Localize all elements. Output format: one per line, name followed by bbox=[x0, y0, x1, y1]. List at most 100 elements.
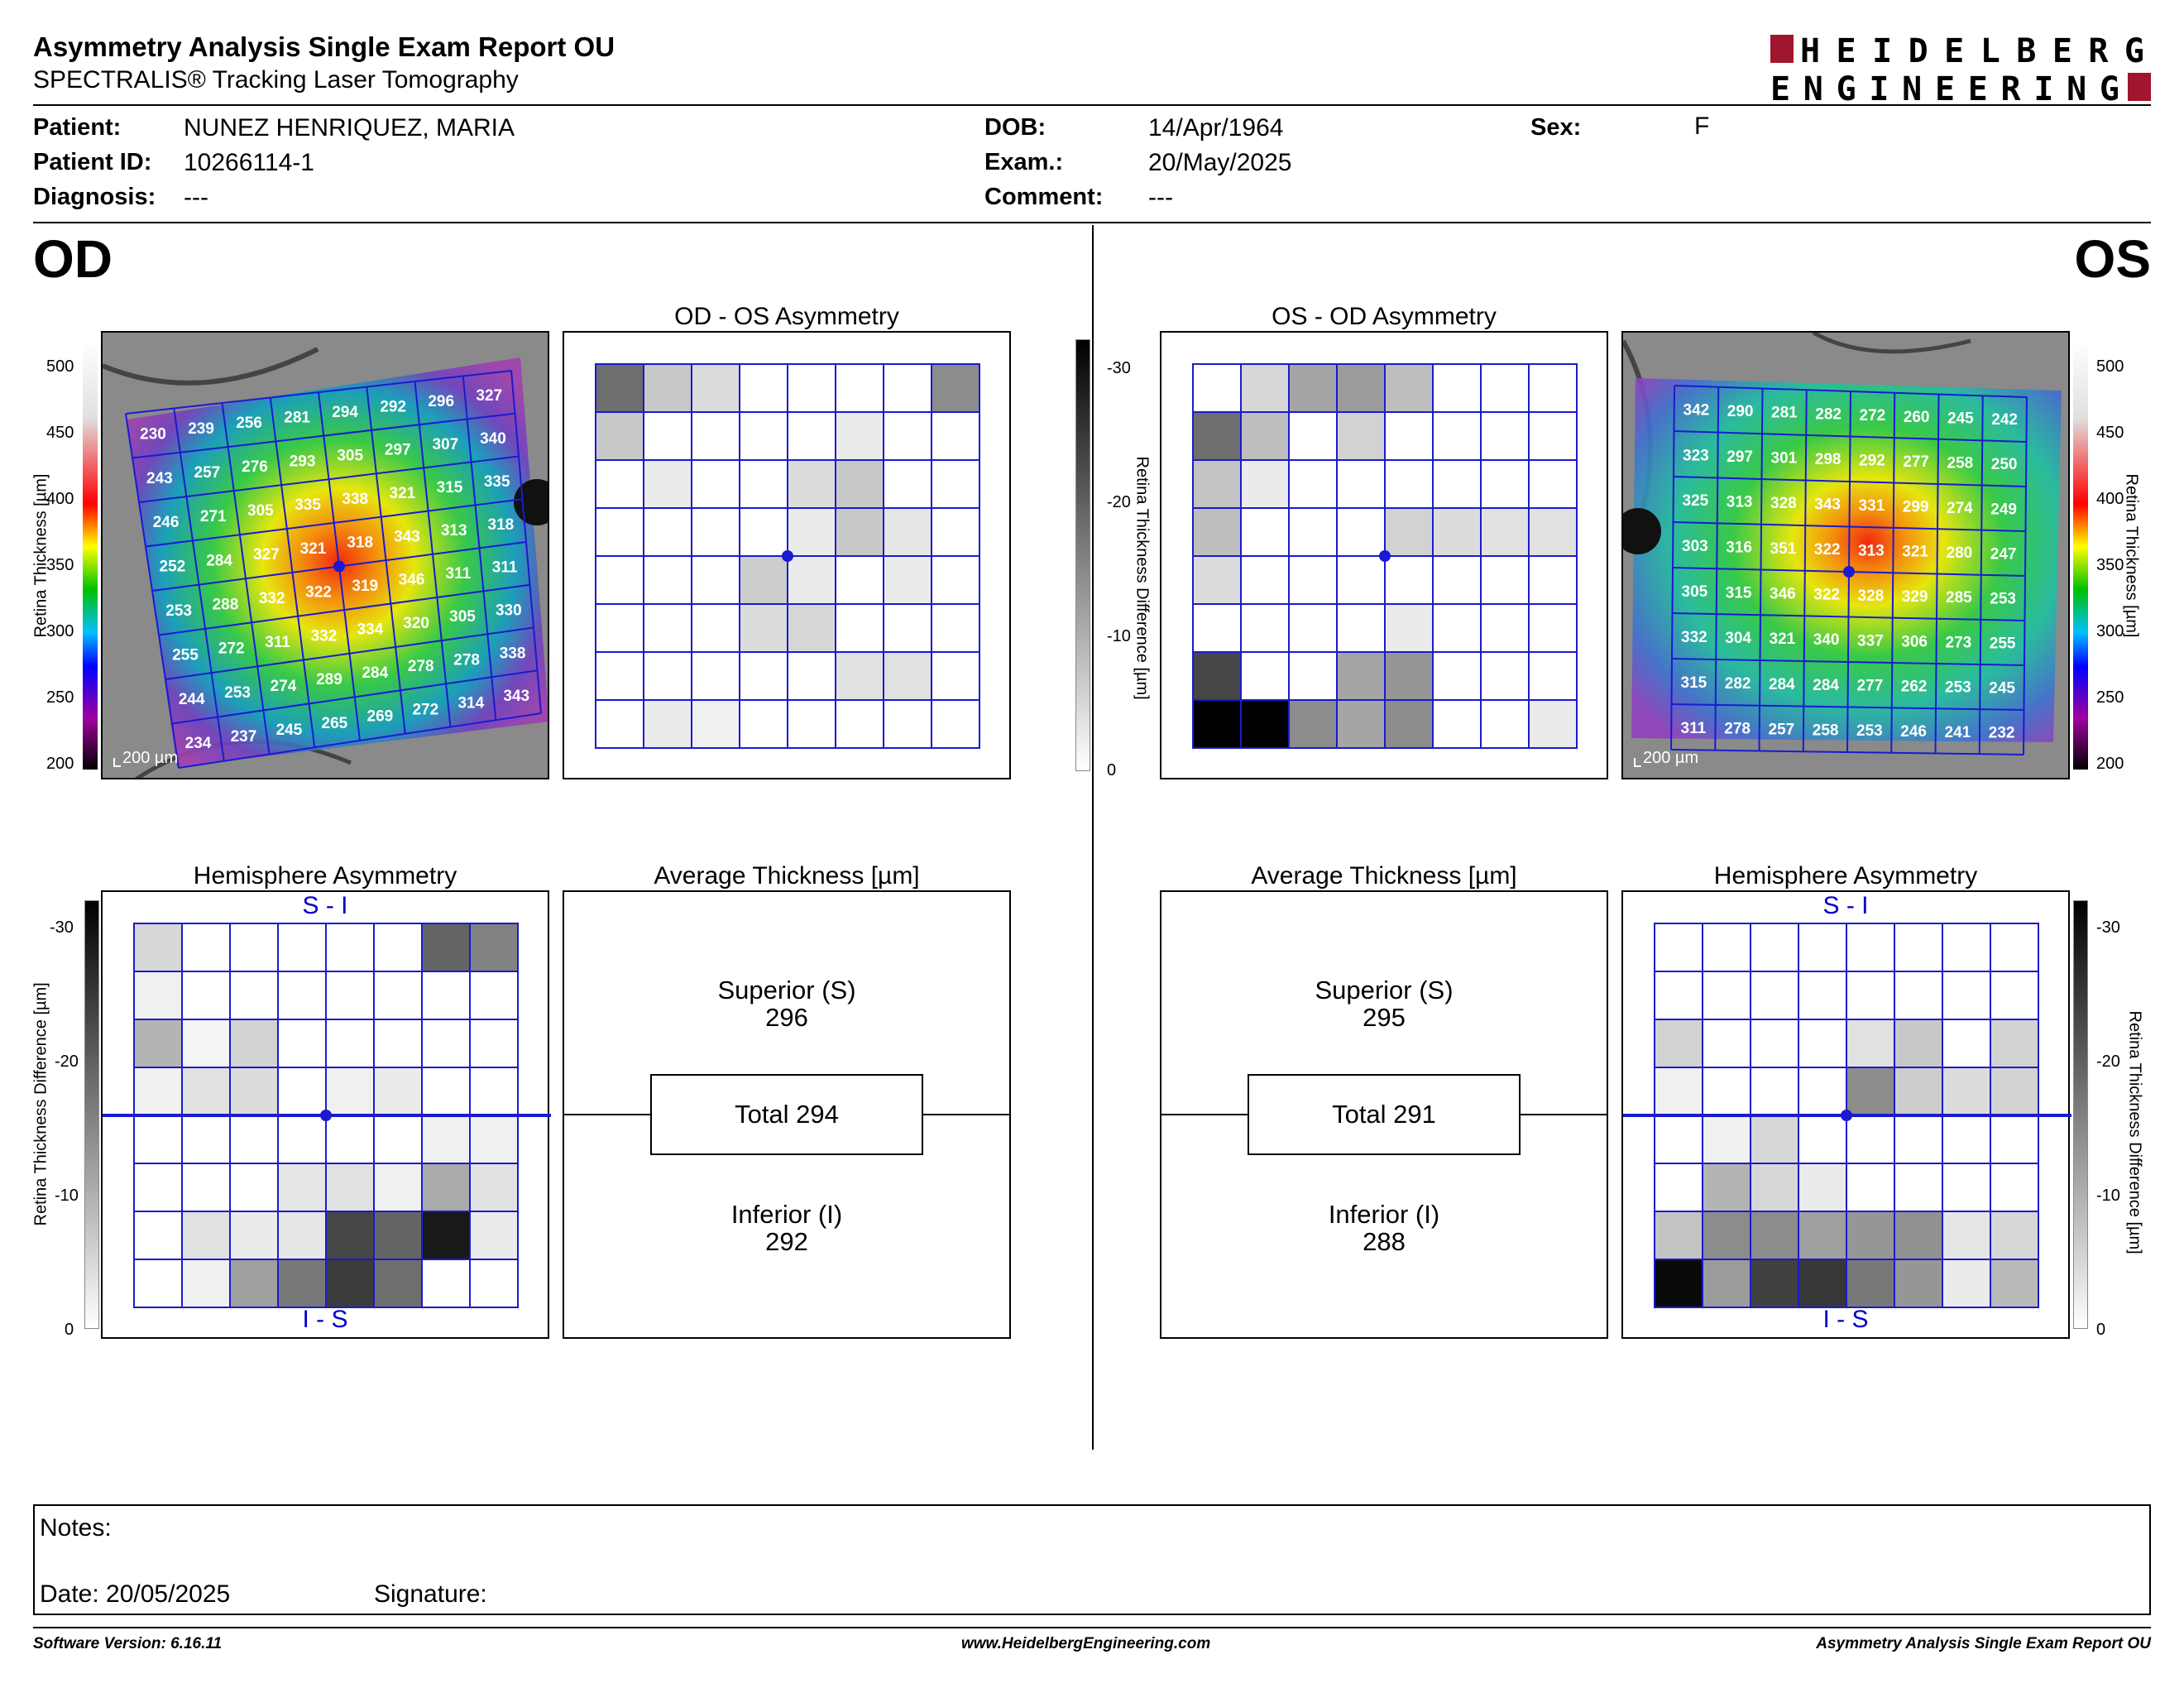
grid-cell bbox=[133, 1259, 183, 1308]
grid-cell bbox=[1336, 699, 1386, 749]
grid-cell bbox=[595, 363, 644, 413]
thickness-value: 337 bbox=[1857, 632, 1884, 650]
thickness-value: 273 bbox=[1946, 634, 1972, 651]
grid-cell bbox=[421, 1115, 471, 1164]
grid-cell bbox=[883, 459, 932, 509]
thickness-value: 245 bbox=[276, 722, 303, 739]
grid-cell bbox=[883, 651, 932, 701]
grid-cell bbox=[229, 1211, 279, 1260]
thickness-value: 351 bbox=[1770, 540, 1797, 558]
grid-cell bbox=[325, 1019, 375, 1068]
fovea-marker bbox=[1841, 1110, 1852, 1121]
grid-cell bbox=[931, 411, 980, 461]
fovea-marker bbox=[782, 550, 793, 562]
grid-cell bbox=[1240, 603, 1290, 653]
grid-cell bbox=[787, 411, 836, 461]
grid-cell bbox=[229, 1019, 279, 1068]
grid-cell bbox=[133, 1019, 183, 1068]
website-link[interactable]: www.HeidelbergEngineering.com bbox=[961, 1635, 1211, 1652]
thickness-value: 311 bbox=[492, 559, 518, 577]
thickness-value: 269 bbox=[367, 708, 394, 726]
grid-cell bbox=[931, 363, 980, 413]
thickness-value: 318 bbox=[488, 516, 515, 534]
grid-cell bbox=[595, 555, 644, 605]
grid-cell bbox=[1528, 651, 1578, 701]
grid-cell bbox=[1240, 699, 1290, 749]
thickness-value: 292 bbox=[380, 398, 406, 415]
grid-cell bbox=[1750, 923, 1799, 972]
grid-cell bbox=[1846, 971, 1895, 1020]
grid-cell bbox=[1384, 603, 1434, 653]
thickness-value: 335 bbox=[484, 473, 510, 491]
thickness-value: 292 bbox=[1859, 453, 1885, 470]
thickness-value: 307 bbox=[433, 436, 459, 453]
grid-cell bbox=[1990, 1211, 2039, 1260]
grid-cell bbox=[835, 507, 884, 557]
thickness-value: 319 bbox=[352, 578, 378, 595]
thickness-value: 332 bbox=[1681, 629, 1707, 646]
thickness-value: 260 bbox=[1904, 409, 1930, 426]
grid-cell bbox=[1528, 555, 1578, 605]
grid-cell bbox=[1654, 1163, 1703, 1212]
od-inferior-label: Inferior (I) bbox=[730, 1200, 843, 1229]
grid-cell bbox=[739, 411, 788, 461]
grid-cell bbox=[277, 1163, 327, 1212]
exam-value: 20/May/2025 bbox=[1148, 149, 1292, 176]
thickness-value: 315 bbox=[1681, 674, 1707, 692]
grid-cell bbox=[1942, 1067, 1991, 1116]
thickness-value: 289 bbox=[316, 671, 342, 688]
comment-label: Comment: bbox=[984, 184, 1104, 210]
difference-colorbar-center bbox=[1075, 339, 1090, 771]
grid-cell bbox=[181, 971, 231, 1020]
grid-cell bbox=[325, 1067, 375, 1116]
os-inferior-value: 288 bbox=[1363, 1227, 1406, 1256]
grid-cell bbox=[277, 1115, 327, 1164]
thickness-tick: 250 bbox=[2096, 688, 2124, 707]
grid-cell bbox=[325, 1163, 375, 1212]
thickness-value: 298 bbox=[1815, 451, 1842, 468]
grid-cell bbox=[1942, 1259, 1991, 1308]
grid-cell bbox=[469, 971, 519, 1020]
thickness-value: 315 bbox=[437, 479, 463, 496]
grid-cell bbox=[1528, 603, 1578, 653]
grid-cell bbox=[1336, 555, 1386, 605]
patient-name: NUNEZ HENRIQUEZ, MARIA bbox=[184, 114, 515, 141]
grid-cell bbox=[469, 1163, 519, 1212]
grid-cell bbox=[1990, 1163, 2039, 1212]
od-hemi-colorbar bbox=[84, 900, 99, 1329]
grid-cell bbox=[1750, 1211, 1799, 1260]
grid-cell bbox=[1384, 555, 1434, 605]
od-hemi-grid bbox=[103, 923, 551, 1308]
thickness-value: 329 bbox=[1902, 588, 1928, 606]
grid-cell bbox=[691, 555, 740, 605]
thickness-value: 305 bbox=[337, 448, 363, 465]
grid-cell bbox=[229, 923, 279, 972]
grid-cell bbox=[595, 603, 644, 653]
od-hemi-panel bbox=[101, 890, 551, 1339]
grid-cell bbox=[643, 363, 692, 413]
grid-cell bbox=[181, 1067, 231, 1116]
grid-cell bbox=[1480, 459, 1530, 509]
thickness-value: 246 bbox=[153, 514, 180, 531]
grid-cell bbox=[1846, 1163, 1895, 1212]
grid-cell bbox=[835, 699, 884, 749]
thickness-value: 321 bbox=[1902, 544, 1928, 561]
grid-cell bbox=[1654, 1211, 1703, 1260]
thickness-value: 338 bbox=[500, 645, 526, 662]
grid-cell bbox=[1336, 459, 1386, 509]
thickness-value: 290 bbox=[1727, 403, 1754, 420]
grid-cell bbox=[469, 1211, 519, 1260]
od-superior-value: 296 bbox=[765, 1003, 808, 1032]
os-hemi-top-label: S - I bbox=[1822, 892, 1869, 919]
grid-cell bbox=[931, 699, 980, 749]
grid-cell bbox=[1750, 1019, 1799, 1068]
thickness-value: 331 bbox=[1859, 497, 1885, 515]
grid-cell bbox=[883, 603, 932, 653]
thickness-value: 338 bbox=[342, 491, 368, 508]
grid-cell bbox=[277, 923, 327, 972]
od-asymmetry-title: OD - OS Asymmetry bbox=[674, 303, 899, 330]
grid-cell bbox=[133, 1067, 183, 1116]
grid-cell bbox=[835, 363, 884, 413]
grid-cell bbox=[643, 603, 692, 653]
thickness-value: 325 bbox=[1683, 492, 1709, 510]
